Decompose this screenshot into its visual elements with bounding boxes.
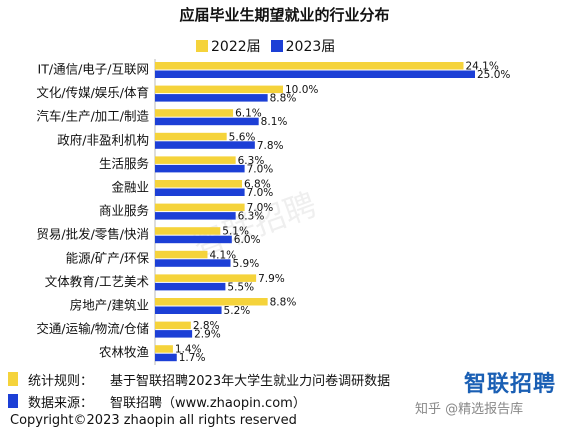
category-label: 农林牧渔 bbox=[99, 345, 149, 360]
data-label: 6.8% bbox=[244, 179, 271, 191]
data-label: 2.9% bbox=[194, 329, 221, 341]
bar-2022届 bbox=[155, 345, 173, 353]
bar-2022届 bbox=[155, 274, 257, 282]
data-label: 1.7% bbox=[179, 352, 206, 364]
data-label: 5.2% bbox=[224, 305, 251, 317]
data-label: 7.0% bbox=[247, 202, 274, 214]
category-label: 能源/矿产/环保 bbox=[66, 250, 150, 265]
note-text-rule: 基于智联招聘2023年大学生就业力问卷调研数据 bbox=[110, 373, 391, 389]
data-label: 10.0% bbox=[285, 84, 318, 96]
note-swatch-source bbox=[8, 394, 18, 408]
bar-2022届 bbox=[155, 62, 464, 70]
legend-label-2023: 2023届 bbox=[285, 39, 336, 55]
category-label: IT/通信/电子/互联网 bbox=[38, 62, 149, 77]
category-label: 文化/传媒/娱乐/体育 bbox=[36, 85, 149, 100]
data-label: 24.1% bbox=[465, 61, 498, 73]
bar-2023届 bbox=[155, 330, 193, 338]
category-label: 金融业 bbox=[111, 180, 149, 195]
data-label: 7.0% bbox=[247, 163, 274, 175]
bar-2023届 bbox=[155, 353, 177, 362]
bar-chart: IT/通信/电子/互联网 24.1%25.0%文化/传媒/娱乐/体育 10.0%8.… bbox=[36, 59, 510, 365]
category-label: 商业服务 bbox=[99, 203, 149, 218]
bar-2023届 bbox=[155, 164, 245, 173]
bar-2022届 bbox=[155, 156, 236, 164]
data-label: 8.8% bbox=[270, 297, 297, 309]
chart-title: 应届毕业生期望就业的行业分布 bbox=[179, 6, 390, 24]
data-label: 5.5% bbox=[227, 281, 254, 293]
category-label: 汽车/生产/加工/制造 bbox=[36, 109, 149, 124]
brand-logo: 智联招聘 bbox=[464, 372, 557, 397]
data-label: 5.9% bbox=[233, 258, 260, 270]
note-swatch-rule bbox=[8, 372, 18, 386]
data-label: 6.1% bbox=[235, 108, 262, 120]
note-text-source: 智联招聘（www.zhaopin.com） bbox=[110, 395, 306, 411]
legend-item-2023: 2023届 bbox=[270, 36, 336, 56]
data-label: 7.8% bbox=[257, 140, 284, 152]
legend-label-2022: 2022届 bbox=[211, 39, 261, 55]
note-row-source: 数据来源： 智联招聘（www.zhaopin.com） bbox=[8, 390, 390, 412]
note-label-rule: 统计规则： bbox=[28, 373, 94, 389]
data-label: 8.1% bbox=[261, 116, 288, 128]
data-label: 4.1% bbox=[209, 249, 236, 261]
data-label: 5.1% bbox=[222, 226, 249, 238]
bar-2023届 bbox=[155, 306, 222, 314]
note-row-rule: 统计规则： 基于智联招聘2023年大学生就业力问卷调研数据 bbox=[8, 368, 390, 390]
bar-2022届 bbox=[155, 298, 268, 306]
data-label: 6.0% bbox=[234, 234, 261, 246]
bar-2023届 bbox=[155, 141, 255, 149]
legend: 2022届 2023届 bbox=[196, 36, 345, 56]
legend-swatch-2022 bbox=[196, 40, 208, 52]
data-label: 7.9% bbox=[258, 273, 285, 285]
bar-2023届 bbox=[155, 212, 236, 220]
bar-2023届 bbox=[155, 235, 232, 244]
data-label: 25.0% bbox=[477, 69, 510, 81]
bar-2023届 bbox=[155, 94, 268, 102]
bar-2022届 bbox=[155, 109, 234, 117]
bar-2023届 bbox=[155, 117, 259, 126]
bar-2022届 bbox=[155, 250, 208, 259]
category-label: 贸易/批发/零售/快消 bbox=[36, 227, 149, 242]
data-label: 8.8% bbox=[270, 93, 297, 105]
category-label: 交通/运输/物流/仓储 bbox=[36, 321, 149, 336]
bar-2022届 bbox=[155, 321, 191, 330]
category-label: 文体教育/工艺美术 bbox=[45, 274, 150, 289]
legend-item-2022: 2022届 bbox=[196, 36, 261, 56]
platform-watermark: 知乎 @精选报告库 bbox=[415, 402, 524, 417]
bar-2023届 bbox=[155, 70, 475, 78]
bar-2023届 bbox=[155, 259, 231, 267]
bar-2023届 bbox=[155, 282, 226, 291]
data-label: 1.4% bbox=[175, 344, 202, 356]
data-label: 5.6% bbox=[229, 131, 256, 143]
copyright-text: Copyright©2023 zhaopin all rights reserv… bbox=[10, 413, 297, 428]
category-label: 政府/非盈利机构 bbox=[57, 132, 149, 147]
data-label: 2.8% bbox=[193, 320, 220, 332]
legend-swatch-2023 bbox=[270, 40, 283, 52]
data-label: 7.0% bbox=[247, 187, 274, 199]
category-label: 生活服务 bbox=[99, 156, 149, 171]
bar-2022届 bbox=[155, 180, 243, 188]
bar-2022届 bbox=[155, 132, 227, 141]
data-label: 6.3% bbox=[238, 211, 265, 223]
data-label: 6.3% bbox=[238, 155, 265, 167]
footer-notes: 统计规则： 基于智联招聘2023年大学生就业力问卷调研数据 数据来源： 智联招聘… bbox=[8, 368, 390, 412]
note-label-source: 数据来源： bbox=[28, 395, 94, 411]
bar-2023届 bbox=[155, 188, 245, 196]
bar-2022届 bbox=[155, 85, 283, 94]
bar-2022届 bbox=[155, 227, 221, 235]
bar-2022届 bbox=[155, 203, 245, 212]
category-label: 房地产/建筑业 bbox=[70, 298, 149, 313]
